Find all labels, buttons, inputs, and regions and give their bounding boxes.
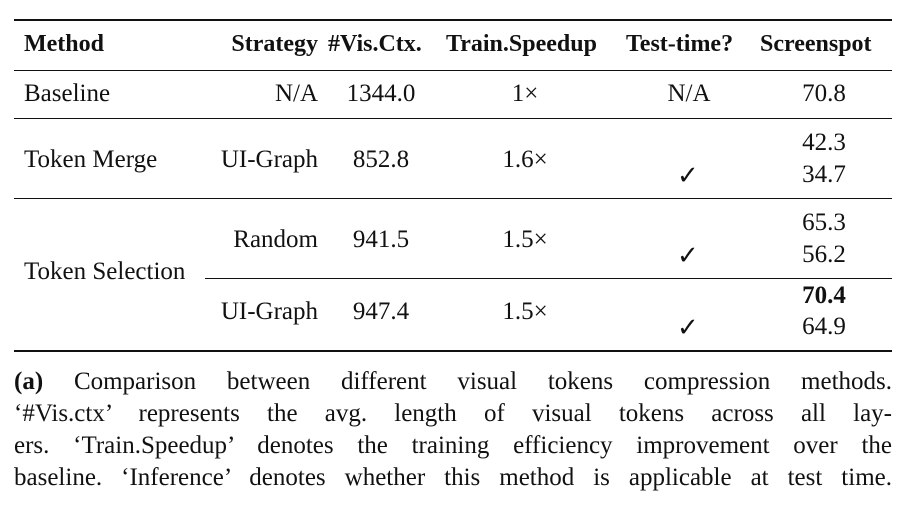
token-selection-ui-graph-strategy: UI-Graph xyxy=(220,298,318,325)
token-selection-ui-graph-check-icon: ✓ xyxy=(677,313,699,343)
token-merge-strategy: UI-Graph xyxy=(220,146,318,173)
header-train-speedup: Train.Speedup xyxy=(446,31,597,57)
caption-line-4: baseline. ‘Inference’ denotes whether th… xyxy=(14,464,892,491)
header-rule xyxy=(14,70,892,71)
token-merge-method: Token Merge xyxy=(24,146,158,173)
token-selection-method: Token Selection xyxy=(24,258,186,285)
token-selection-random-check-icon: ✓ xyxy=(677,241,699,271)
baseline-strategy: N/A xyxy=(274,80,318,107)
token-selection-random-strategy: Random xyxy=(233,226,318,253)
header-strategy: Strategy xyxy=(231,31,318,57)
caption-line-1-text: Comparison between different visual toke… xyxy=(73,368,893,395)
token-selection-ui-graph-screenspot-b: 64.9 xyxy=(802,313,846,340)
baseline-test-time: N/A xyxy=(667,80,711,107)
token-selection-random-vis-ctx: 941.5 xyxy=(352,226,410,253)
baseline-screenspot: 70.8 xyxy=(802,80,846,107)
token-selection-random-screenspot-b: 56.2 xyxy=(802,241,846,268)
baseline-method: Baseline xyxy=(24,80,111,107)
header-method: Method xyxy=(24,31,104,57)
table-top-rule xyxy=(14,19,892,21)
table-bottom-rule xyxy=(14,350,892,352)
row-divider-baseline xyxy=(14,118,892,119)
header-screenspot: Screenspot xyxy=(760,31,872,57)
token-merge-vis-ctx: 852.8 xyxy=(352,146,410,173)
token-selection-ui-graph-vis-ctx: 947.4 xyxy=(352,298,410,325)
baseline-vis-ctx: 1344.0 xyxy=(346,80,416,107)
token-selection-ui-graph-screenspot-a: 70.4 xyxy=(802,282,846,309)
token-selection-random-train-speedup: 1.5× xyxy=(502,226,548,253)
caption-line-1: (a) Comparison between different visual … xyxy=(14,366,892,398)
table-caption: (a) Comparison between different visual … xyxy=(14,366,892,494)
row-divider-token-selection-inner xyxy=(205,278,892,279)
token-selection-random-screenspot-a: 65.3 xyxy=(802,209,846,236)
token-merge-screenspot-b: 34.7 xyxy=(802,161,846,188)
token-merge-screenspot-a: 42.3 xyxy=(802,129,846,156)
row-divider-token-merge xyxy=(14,198,892,199)
token-merge-train-speedup: 1.6× xyxy=(502,146,548,173)
header-test-time: Test-time? xyxy=(626,31,734,57)
header-vis-ctx: #Vis.Ctx. xyxy=(328,31,422,57)
caption-label: (a) xyxy=(14,368,44,395)
token-selection-ui-graph-train-speedup: 1.5× xyxy=(502,298,548,325)
caption-line-3: ers. ‘Train.Speedup’ denotes the trainin… xyxy=(14,432,892,459)
baseline-train-speedup: 1× xyxy=(511,80,539,107)
caption-line-2: ‘#Vis.ctx’ represents the avg. length of… xyxy=(14,400,892,427)
token-merge-check-icon: ✓ xyxy=(677,161,699,191)
